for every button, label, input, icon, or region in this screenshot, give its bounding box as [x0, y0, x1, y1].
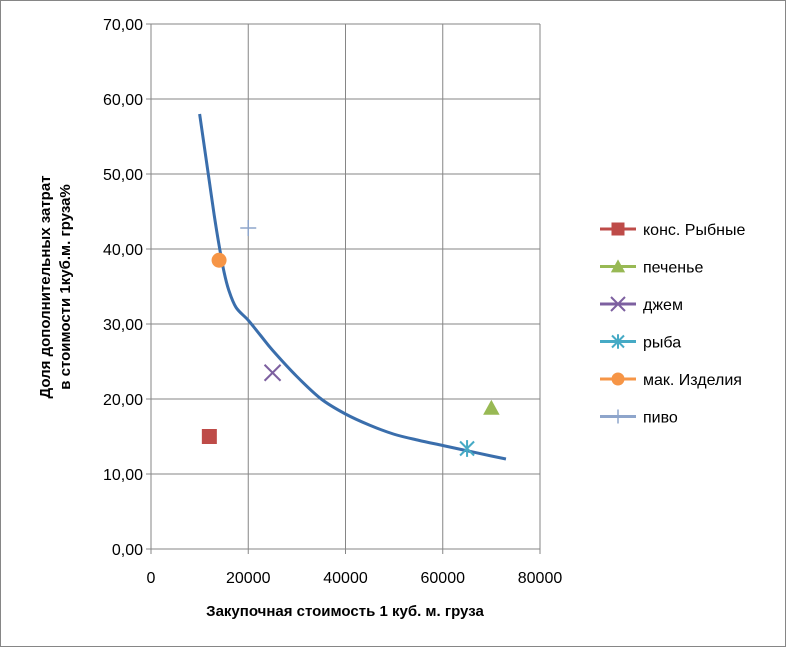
- series-3-point: [263, 364, 282, 382]
- legend-item: пиво: [600, 409, 678, 427]
- series-4-point: [459, 440, 475, 457]
- y-tick-label: 40,00: [103, 242, 143, 259]
- trend-curve: [198, 113, 507, 461]
- marker-x: [263, 364, 282, 382]
- legend-item: конс. Рыбные: [600, 222, 745, 239]
- legend-item: рыба: [600, 334, 681, 352]
- axes: [146, 23, 541, 554]
- x-tick-label: 80000: [518, 570, 563, 587]
- y-tick-label: 50,00: [103, 167, 143, 184]
- x-tick-label: 60000: [421, 570, 466, 587]
- marker-plus: [240, 220, 257, 236]
- series-6-point: [240, 220, 257, 236]
- legend-label: мак. Изделия: [643, 372, 742, 389]
- marker-star: [459, 440, 475, 457]
- y-tick-label: 30,00: [103, 317, 143, 334]
- x-tick-label: 0: [147, 570, 156, 587]
- y-tick-label: 70,00: [103, 17, 143, 34]
- marker-triangle: [610, 259, 626, 273]
- y-axis-title-line-2: в стоимости 1куб.м. груза%: [57, 184, 74, 390]
- y-tick-label: 60,00: [103, 92, 143, 109]
- x-tick-label: 40000: [323, 570, 368, 587]
- legend-label: конс. Рыбные: [643, 222, 745, 239]
- marker-plus: [611, 409, 625, 424]
- series-2-point: [483, 399, 500, 415]
- y-axis-title-line-1: Доля дополнительных затрат: [37, 175, 54, 398]
- x-axis-title: Закупочная стоимость 1 куб. м. груза: [206, 603, 484, 620]
- legend: конс. Рыбные печенье джем рыба мак. Изделия п…: [600, 222, 745, 427]
- trend-line: [198, 113, 507, 461]
- legend-item: джем: [600, 296, 683, 314]
- grid: [151, 23, 541, 549]
- marker-triangle: [483, 399, 500, 415]
- tick-labels: 0,00 10,00 20,00 30,00 40,00 50,00 60,00 70,00 0…: [103, 17, 562, 587]
- legend-label: пиво: [643, 410, 678, 427]
- series-1-point: [201, 429, 217, 444]
- marker-square: [611, 222, 625, 236]
- legend-label: печенье: [643, 260, 703, 277]
- legend-item: печенье: [600, 259, 703, 277]
- x-tick-label: 20000: [226, 570, 271, 587]
- legend-label: джем: [643, 297, 683, 314]
- marker-circle: [211, 252, 227, 268]
- y-tick-label: 20,00: [103, 392, 143, 409]
- legend-item: мак. Изделия: [600, 372, 742, 389]
- marker-star: [611, 334, 625, 349]
- series-5-point: [211, 252, 227, 268]
- data-points: [201, 220, 500, 457]
- y-tick-label: 0,00: [112, 542, 143, 559]
- marker-square: [201, 429, 217, 444]
- y-tick-label: 10,00: [103, 467, 143, 484]
- marker-x: [610, 296, 626, 312]
- marker-circle: [611, 372, 625, 386]
- legend-label: рыба: [643, 335, 681, 352]
